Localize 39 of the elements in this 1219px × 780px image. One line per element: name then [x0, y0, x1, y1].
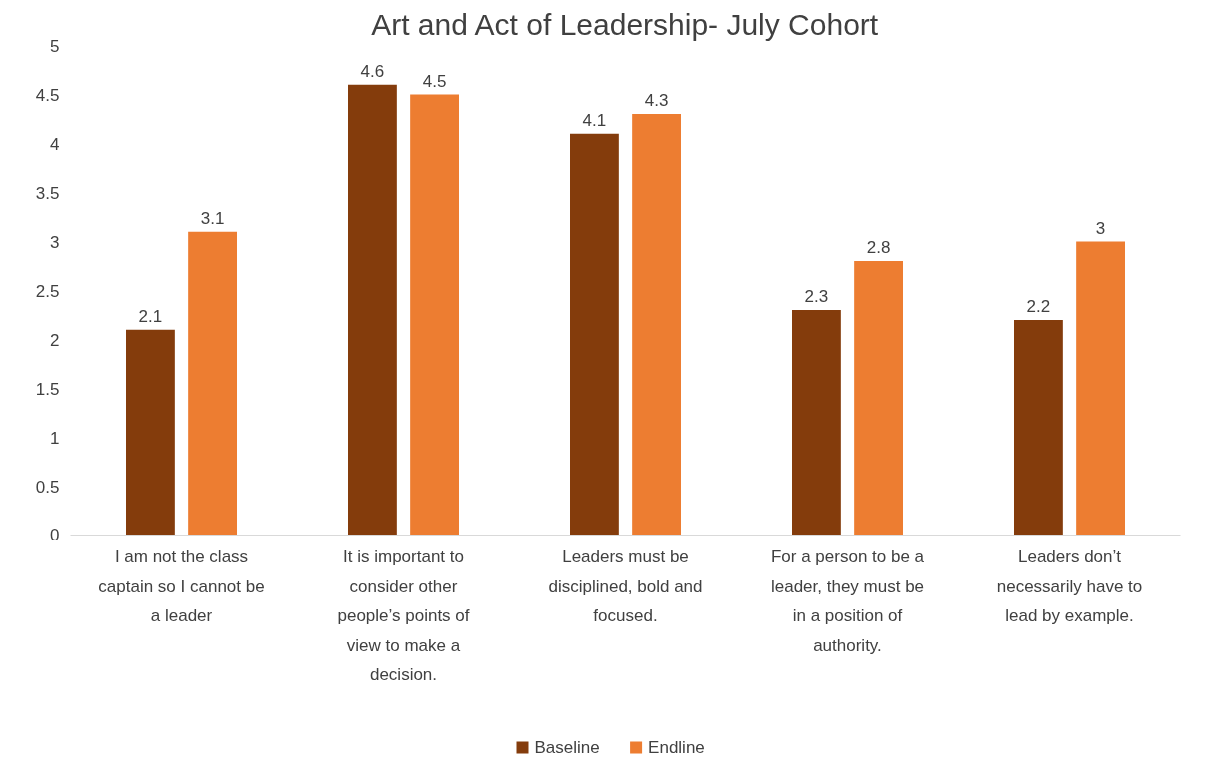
y-tick-label: 1 [50, 428, 60, 448]
y-tick-label: 4.5 [35, 85, 60, 105]
bar [1014, 319, 1063, 536]
y-tick-label: 0.5 [35, 477, 60, 497]
data-label: 2.3 [804, 287, 829, 307]
bar [570, 133, 619, 536]
data-label: 4.3 [644, 91, 669, 111]
x-tick-label: Leaders must be disciplined, bold and focused. [548, 547, 703, 626]
x-tick-label: Leaders don’t necessarily have to lead by example. [996, 547, 1143, 626]
bar [632, 114, 681, 536]
legend-label: Endline [648, 738, 705, 757]
bar [188, 231, 237, 536]
bar [348, 84, 397, 536]
y-tick-label: 3 [50, 232, 60, 252]
data-label: 4.5 [422, 71, 447, 91]
data-label: 2.1 [138, 306, 163, 326]
data-label: 2.2 [1026, 296, 1051, 316]
bar [854, 261, 903, 536]
data-label: 3.1 [200, 208, 225, 228]
legend-label: Baseline [534, 738, 600, 757]
y-tick-label: 0 [50, 525, 60, 545]
y-tick-label: 4 [50, 134, 60, 154]
data-label: 4.6 [360, 61, 385, 81]
y-tick-label: 2 [50, 330, 60, 350]
bar [410, 94, 459, 536]
bar [1076, 241, 1125, 536]
x-tick-label: For a person to be a leader, they must be in a position of authority. [770, 547, 925, 655]
data-label: 2.8 [866, 238, 891, 258]
y-tick-label: 2.5 [35, 281, 60, 301]
y-tick-label: 5 [50, 36, 60, 56]
y-tick-label: 3.5 [35, 183, 60, 203]
data-label: 4.1 [582, 110, 607, 130]
x-tick-label: I am not the class captain so I cannot be a leader [98, 547, 265, 626]
bar [126, 329, 175, 536]
y-tick-label: 1.5 [35, 379, 60, 399]
bar [792, 310, 841, 536]
chart-title: Art and Act of Leadership- July Cohort [371, 7, 879, 41]
data-label: 3 [1095, 218, 1106, 238]
x-tick-label: It is important to consider other people’s points of view to make a decision. [337, 547, 470, 685]
